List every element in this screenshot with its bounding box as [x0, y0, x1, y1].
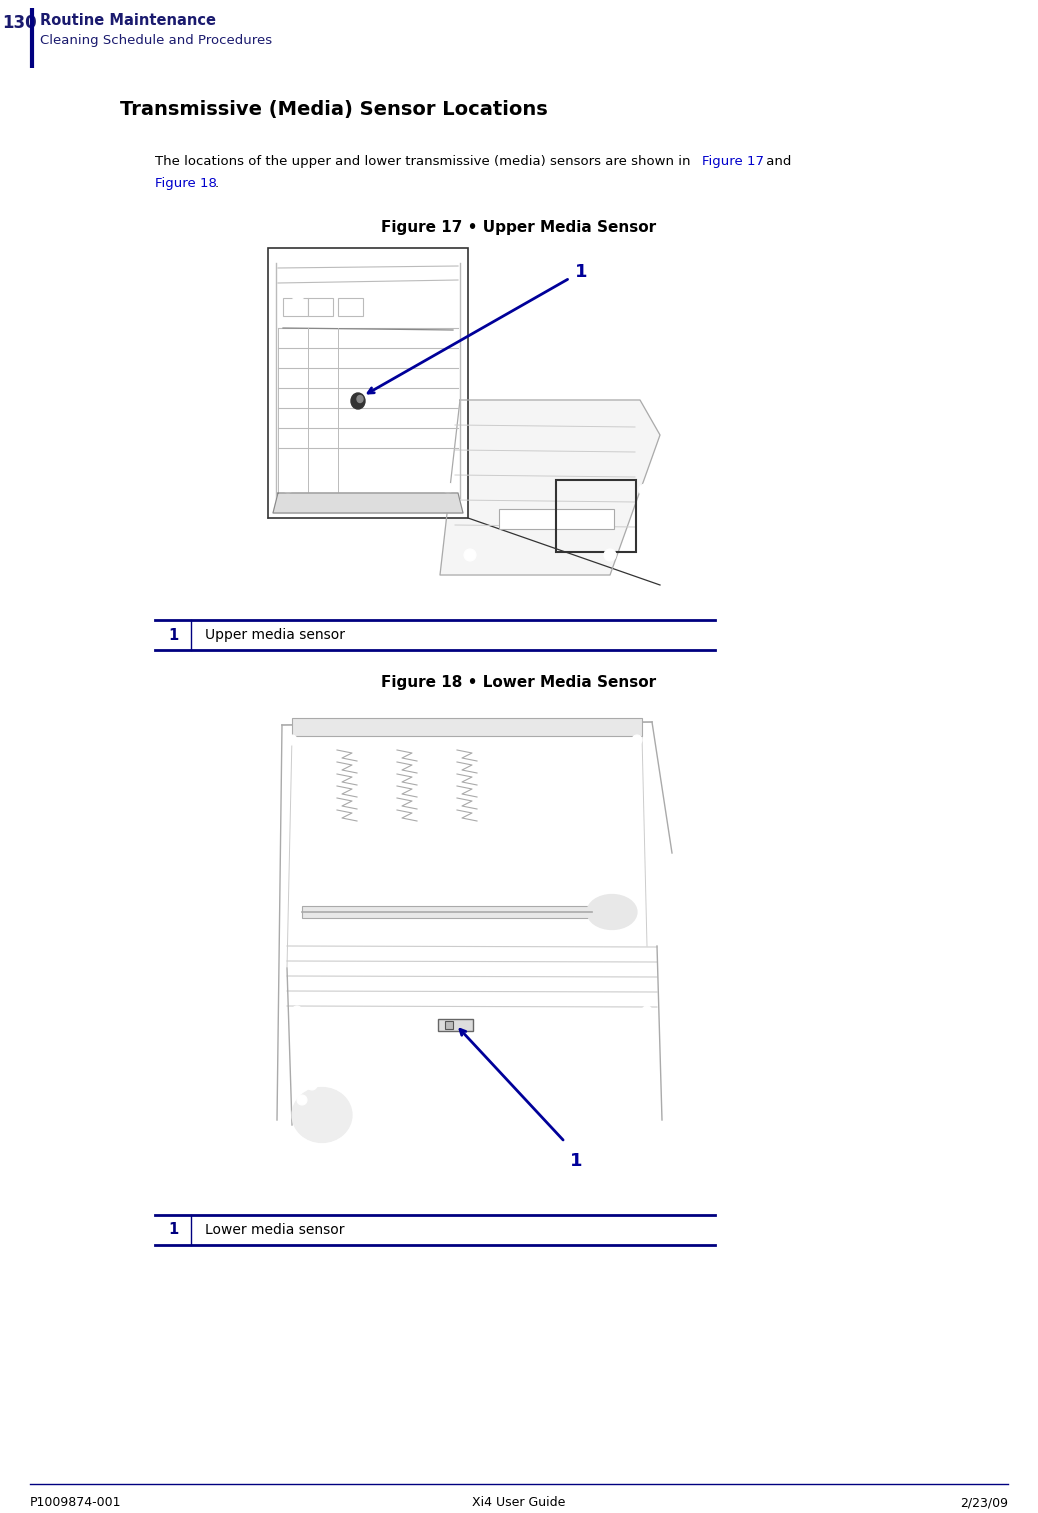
Text: .: . [215, 177, 219, 191]
Text: Lower media sensor: Lower media sensor [204, 1223, 345, 1238]
Text: Figure 18: Figure 18 [155, 177, 217, 191]
Text: Xi4 User Guide: Xi4 User Guide [472, 1496, 566, 1508]
Bar [268, 248, 468, 517]
Ellipse shape [588, 894, 637, 929]
Text: Figure 17 • Upper Media Sensor: Figure 17 • Upper Media Sensor [381, 219, 657, 235]
Text: 1: 1 [575, 263, 588, 281]
Circle shape [639, 484, 651, 496]
Text: 1: 1 [168, 628, 179, 643]
Circle shape [286, 735, 297, 744]
Polygon shape [440, 399, 660, 575]
Ellipse shape [292, 1088, 352, 1142]
Circle shape [322, 1076, 332, 1085]
Text: 1: 1 [570, 1151, 582, 1170]
Circle shape [632, 735, 641, 744]
Ellipse shape [357, 395, 363, 402]
Text: 2/23/09: 2/23/09 [960, 1496, 1008, 1508]
Bar [308, 298, 333, 316]
Bar [338, 298, 363, 316]
Circle shape [433, 294, 443, 303]
Circle shape [293, 294, 303, 303]
Polygon shape [273, 493, 463, 513]
Text: Routine Maintenance: Routine Maintenance [40, 14, 216, 29]
Circle shape [641, 1006, 652, 1017]
Text: 1: 1 [168, 1223, 179, 1238]
Text: The locations of the upper and lower transmissive (media) sensors are shown in: The locations of the upper and lower tra… [155, 154, 694, 168]
Text: Figure 17: Figure 17 [702, 154, 764, 168]
Ellipse shape [351, 393, 365, 409]
Circle shape [292, 1006, 302, 1017]
Circle shape [307, 1080, 317, 1089]
Bar [302, 906, 592, 918]
Text: Upper media sensor: Upper media sensor [204, 628, 345, 642]
Text: Cleaning Schedule and Procedures: Cleaning Schedule and Procedures [40, 33, 272, 47]
Bar [292, 719, 641, 735]
Circle shape [464, 549, 476, 561]
Text: Figure 18 • Lower Media Sensor: Figure 18 • Lower Media Sensor [381, 675, 657, 690]
Bar [283, 298, 308, 316]
Circle shape [283, 483, 293, 493]
Circle shape [297, 1095, 307, 1104]
Text: P1009874-001: P1009874-001 [30, 1496, 121, 1508]
Bar [499, 508, 614, 530]
Text: 130: 130 [3, 14, 37, 32]
Text: Transmissive (Media) Sensor Locations: Transmissive (Media) Sensor Locations [120, 100, 548, 120]
Bar [556, 480, 636, 552]
Circle shape [604, 549, 616, 561]
Bar [445, 1021, 453, 1029]
Text: and: and [762, 154, 791, 168]
Circle shape [443, 483, 453, 493]
Bar [438, 1018, 473, 1030]
